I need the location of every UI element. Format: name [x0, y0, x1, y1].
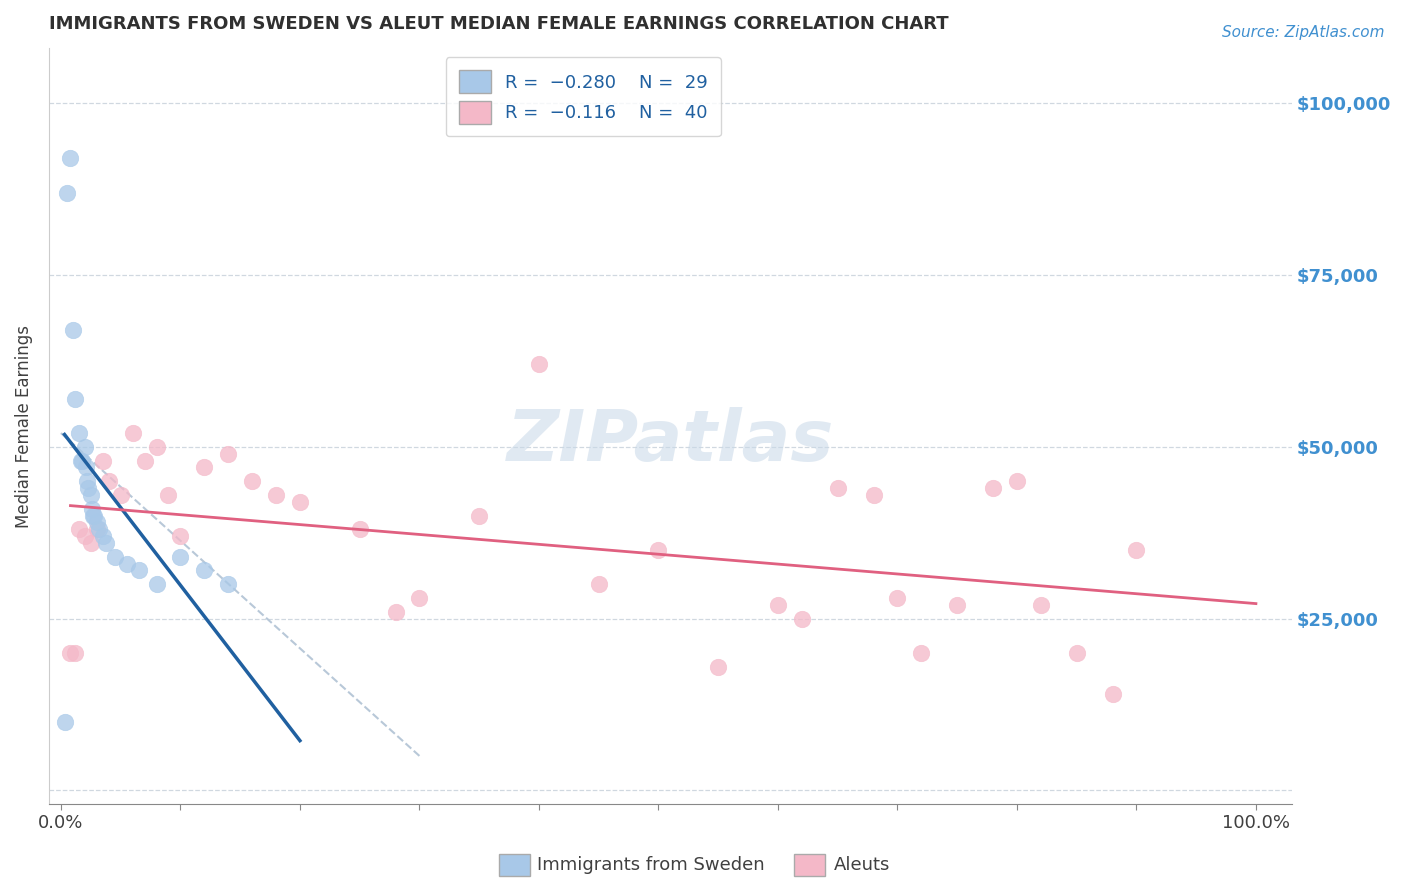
Point: [65, 646, 87, 660]
Text: Aleuts: Aleuts: [834, 856, 890, 874]
Point: [766, 598, 789, 612]
Point: [97, 474, 120, 488]
Point: [886, 591, 908, 605]
Point: [56, 186, 79, 200]
Point: [53, 714, 76, 729]
Y-axis label: Median Female Earnings: Median Female Earnings: [15, 325, 32, 528]
Point: [80, 536, 103, 550]
Point: [73, 440, 96, 454]
Point: [240, 474, 263, 488]
Point: [96, 536, 118, 550]
Point: [157, 488, 180, 502]
Legend: R =  −0.280    N =  29, R =  −0.116    N =  40: R = −0.280 N = 29, R = −0.116 N = 40: [446, 57, 721, 136]
Point: [827, 481, 849, 495]
Point: [193, 564, 215, 578]
Point: [104, 549, 127, 564]
Point: [408, 591, 430, 605]
Point: [468, 508, 491, 523]
Point: [86, 516, 108, 530]
Point: [67, 522, 90, 536]
Point: [910, 646, 932, 660]
Point: [264, 488, 287, 502]
Point: [83, 508, 105, 523]
Point: [59, 646, 82, 660]
Point: [349, 522, 371, 536]
Point: [59, 152, 82, 166]
Point: [384, 605, 406, 619]
Point: [75, 460, 97, 475]
Point: [73, 529, 96, 543]
Point: [1066, 646, 1088, 660]
Point: [145, 577, 167, 591]
Point: [86, 522, 108, 536]
Point: [217, 577, 239, 591]
Point: [193, 460, 215, 475]
Point: [91, 529, 114, 543]
Point: [65, 392, 87, 406]
Point: [981, 481, 1004, 495]
Point: [946, 598, 969, 612]
Point: [1029, 598, 1052, 612]
Text: Immigrants from Sweden: Immigrants from Sweden: [537, 856, 765, 874]
Point: [217, 447, 239, 461]
Point: [121, 426, 143, 441]
Point: [527, 358, 550, 372]
Point: [862, 488, 884, 502]
Text: IMMIGRANTS FROM SWEDEN VS ALEUT MEDIAN FEMALE EARNINGS CORRELATION CHART: IMMIGRANTS FROM SWEDEN VS ALEUT MEDIAN F…: [49, 15, 949, 33]
Point: [82, 508, 104, 523]
Point: [169, 549, 191, 564]
Point: [67, 426, 90, 441]
Text: Source: ZipAtlas.com: Source: ZipAtlas.com: [1222, 25, 1385, 40]
Point: [128, 564, 150, 578]
Point: [110, 488, 132, 502]
Point: [588, 577, 610, 591]
Point: [72, 453, 94, 467]
Point: [1101, 687, 1123, 701]
Point: [70, 453, 93, 467]
Point: [1005, 474, 1028, 488]
Point: [91, 453, 114, 467]
Point: [76, 474, 98, 488]
Point: [80, 488, 103, 502]
Point: [89, 522, 111, 536]
Point: [134, 453, 156, 467]
Point: [1125, 542, 1147, 557]
Point: [62, 323, 84, 337]
Point: [790, 611, 813, 625]
Point: [80, 501, 103, 516]
Point: [77, 481, 100, 495]
Point: [707, 659, 730, 673]
Point: [145, 440, 167, 454]
Point: [647, 542, 669, 557]
Text: ZIPatlas: ZIPatlas: [506, 407, 834, 475]
Point: [169, 529, 191, 543]
Point: [115, 557, 138, 571]
Point: [288, 495, 311, 509]
